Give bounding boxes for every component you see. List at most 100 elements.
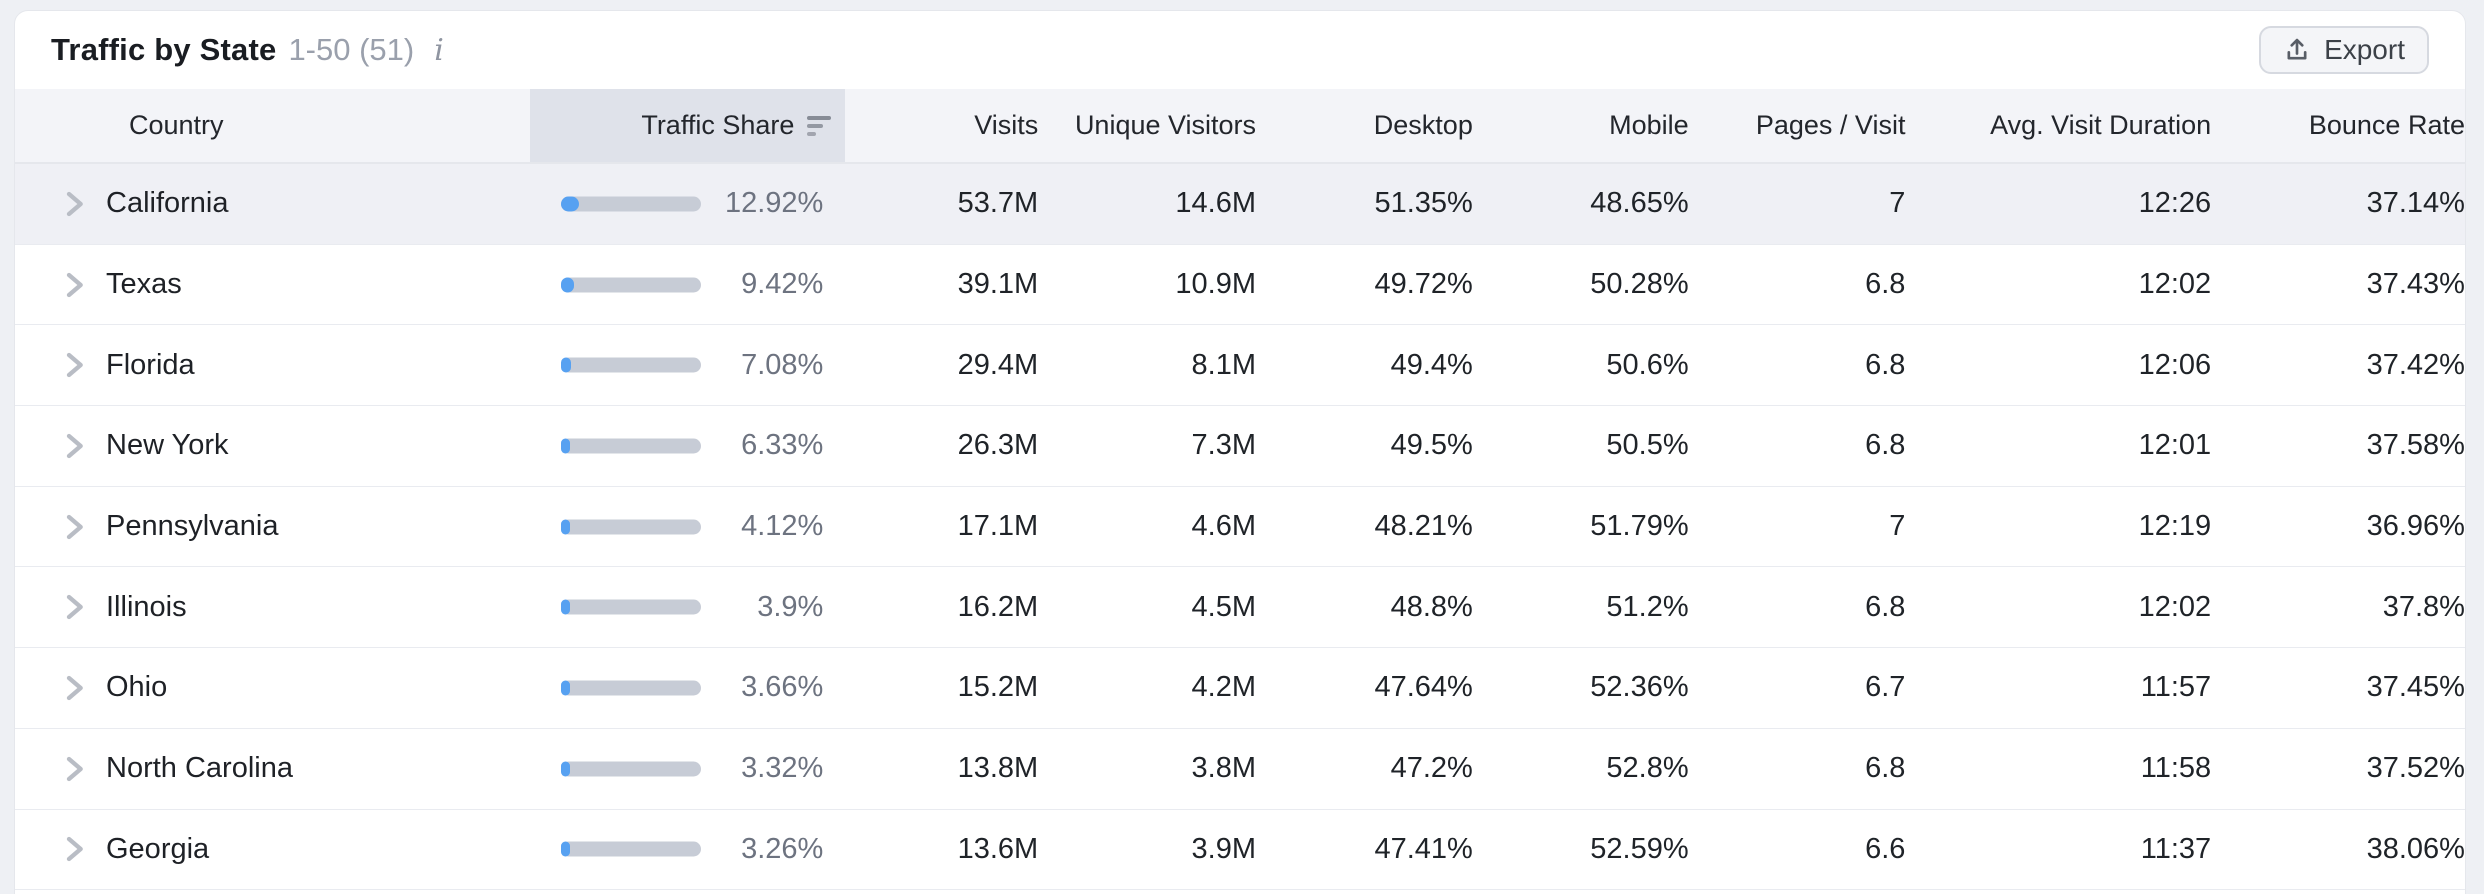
upload-icon [2283,36,2311,64]
bounce-rate-cell: 37.52% [2366,752,2465,785]
table-header-row: Country Traffic Share Visits Unique Visi… [15,89,2465,164]
table-row[interactable]: Florida 7.08% 29.4M 8.1M 49.4% 50.6% 6.8… [15,325,2465,407]
export-button[interactable]: Export [2259,26,2429,74]
traffic-share-value: 9.42% [741,268,824,301]
column-header-avg-visit-duration[interactable]: Avg. Visit Duration [1990,110,2212,140]
unique-visitors-cell: 4.6M [1191,510,1256,543]
column-header-country[interactable]: Country [129,110,224,140]
avg-visit-duration-cell: 12:06 [2138,348,2212,381]
chevron-right-icon[interactable] [63,512,85,542]
mobile-cell: 50.28% [1590,268,1689,301]
column-header-pages-per-visit[interactable]: Pages / Visit [1755,110,1906,140]
avg-visit-duration-cell: 11:37 [2140,832,2212,865]
table-row[interactable]: New York 6.33% 26.3M 7.3M 49.5% 50.5% 6.… [15,406,2465,487]
column-header-visits[interactable]: Visits [974,110,1039,140]
bounce-rate-cell: 36.96% [2366,510,2465,543]
chevron-right-icon[interactable] [63,592,85,622]
unique-visitors-cell: 3.9M [1191,832,1256,865]
traffic-share-cell: 9.42% [530,245,846,325]
traffic-share-cell: 7.08% [530,325,846,405]
mobile-cell: 52.59% [1590,832,1689,865]
unique-visitors-cell: 4.5M [1191,590,1256,623]
column-header-traffic-share-label: Traffic Share [641,110,795,140]
visits-cell: 17.1M [957,510,1039,543]
column-header-desktop[interactable]: Desktop [1373,110,1473,140]
avg-visit-duration-cell: 12:02 [2138,590,2212,623]
unique-visitors-cell: 3.8M [1191,752,1256,785]
traffic-share-bar [560,680,701,696]
state-name: California [106,187,229,220]
desktop-cell: 47.64% [1374,671,1473,704]
unique-visitors-cell: 7.3M [1191,429,1256,462]
table-row[interactable]: Ohio 3.66% 15.2M 4.2M 47.64% 52.36% 6.7 … [15,648,2465,729]
avg-visit-duration-cell: 12:02 [2138,268,2212,301]
result-range: 1-50 (51) [288,32,415,67]
column-header-traffic-share[interactable]: Traffic Share [529,89,846,162]
state-name: Illinois [106,590,187,623]
traffic-share-cell: 3.9% [530,567,846,647]
country-cell: Illinois [15,567,530,647]
desktop-cell: 47.2% [1390,752,1473,785]
table-row[interactable]: California 12.92% 53.7M 14.6M 51.35% 48.… [15,164,2465,245]
bounce-rate-cell: 38.06% [2366,832,2465,865]
table-row[interactable]: Texas 9.42% 39.1M 10.9M 49.72% 50.28% 6.… [15,244,2465,326]
chevron-right-icon[interactable] [63,673,85,703]
desktop-cell: 48.21% [1374,510,1473,543]
traffic-share-bar-fill [560,680,570,696]
visits-cell: 13.8M [957,752,1039,785]
traffic-share-bar-fill [560,438,570,454]
desktop-cell: 49.5% [1390,429,1473,462]
table-row[interactable]: North Carolina 3.32% 13.8M 3.8M 47.2% 52… [15,728,2465,810]
unique-visitors-cell: 10.9M [1175,268,1256,301]
state-name: Florida [106,348,195,381]
country-cell: California [15,164,530,244]
chevron-right-icon[interactable] [63,350,85,380]
avg-visit-duration-cell: 11:57 [2140,671,2212,704]
pages-per-visit-cell: 6.8 [1865,752,1906,785]
traffic-share-value: 3.66% [741,671,824,704]
traffic-share-bar-fill [560,196,579,212]
table-row[interactable]: Georgia 3.26% 13.6M 3.9M 47.41% 52.59% 6… [15,809,2465,891]
country-cell: Pennsylvania [15,487,530,567]
traffic-share-bar-fill [560,519,570,535]
visits-cell: 39.1M [957,268,1039,301]
desktop-cell: 49.72% [1374,268,1473,301]
visits-cell: 29.4M [957,348,1039,381]
country-cell: Texas [15,245,530,325]
visits-cell: 26.3M [957,429,1039,462]
traffic-share-bar-fill [560,357,571,373]
unique-visitors-cell: 4.2M [1191,671,1256,704]
chevron-right-icon[interactable] [63,754,85,784]
chevron-right-icon[interactable] [63,834,85,864]
desktop-cell: 47.41% [1374,832,1473,865]
table-row[interactable]: Illinois 3.9% 16.2M 4.5M 48.8% 51.2% 6.8… [15,567,2465,649]
traffic-share-bar [560,357,701,373]
chevron-right-icon[interactable] [63,431,85,461]
visits-cell: 13.6M [957,832,1039,865]
state-name: Georgia [106,832,210,865]
visits-cell: 53.7M [957,187,1039,220]
state-name: North Carolina [106,752,293,785]
state-name: Ohio [106,671,168,704]
pages-per-visit-cell: 6.8 [1865,590,1906,623]
mobile-cell: 51.79% [1590,510,1689,543]
visits-cell: 15.2M [957,671,1039,704]
chevron-right-icon[interactable] [63,189,85,219]
info-icon[interactable]: i [434,32,444,68]
column-header-mobile[interactable]: Mobile [1609,110,1689,140]
avg-visit-duration-cell: 11:58 [2140,752,2212,785]
desktop-cell: 48.8% [1390,590,1473,623]
traffic-share-bar [560,599,701,615]
column-header-unique-visitors[interactable]: Unique Visitors [1074,110,1257,140]
state-name: Texas [106,268,182,301]
desktop-cell: 51.35% [1374,187,1473,220]
traffic-share-bar [560,519,701,535]
country-cell: Ohio [15,648,530,728]
chevron-right-icon[interactable] [63,270,85,300]
column-header-bounce-rate[interactable]: Bounce Rate [2308,110,2465,140]
table-row[interactable]: Pennsylvania 4.12% 17.1M 4.6M 48.21% 51.… [15,486,2465,568]
bounce-rate-cell: 37.14% [2366,187,2465,220]
traffic-share-value: 7.08% [741,348,824,381]
bounce-rate-cell: 37.45% [2366,671,2465,704]
bounce-rate-cell: 37.42% [2366,348,2465,381]
